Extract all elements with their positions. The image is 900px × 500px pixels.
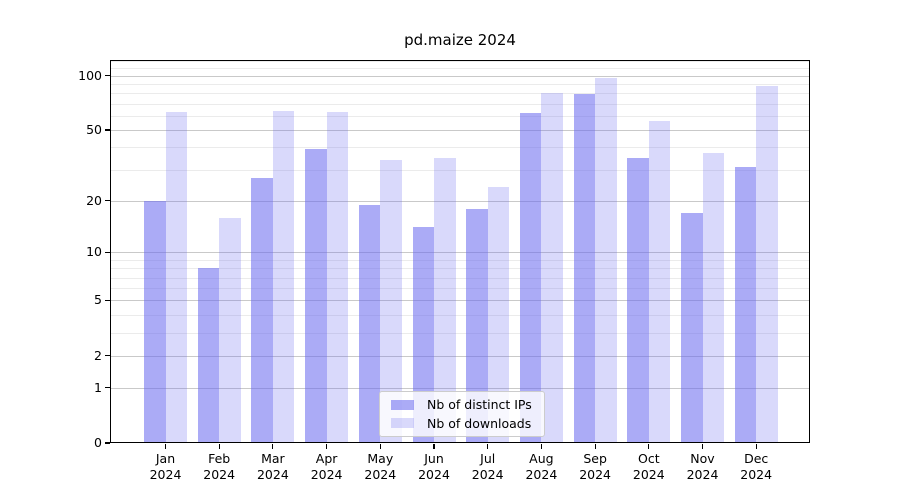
x-tick-label: Mar 2024 (256, 451, 289, 482)
legend-label: Nb of distinct IPs (427, 397, 532, 413)
y-tick-label: 0 (94, 435, 102, 450)
x-tick-mark (648, 444, 650, 449)
bar-ips-aug (519, 113, 542, 443)
gridline-minor (110, 61, 810, 63)
bar-ips-jun (412, 227, 434, 443)
bar-ips-feb (197, 268, 220, 443)
bar-downloads-mar (272, 110, 295, 443)
x-tick-label: Jul 2024 (471, 451, 504, 482)
x-tick-mark (433, 444, 435, 449)
gridline-minor (110, 147, 810, 149)
x-tick-mark (540, 444, 542, 449)
bar-downloads-jun (434, 157, 456, 443)
gridline-minor (110, 103, 810, 105)
bar-downloads-jul (487, 186, 510, 443)
gridline-major (110, 355, 810, 357)
bar-downloads-apr (326, 111, 349, 443)
bar-downloads-sep (595, 78, 617, 443)
y-tick-label: 1 (94, 379, 102, 395)
bar-downloads-nov (702, 153, 724, 443)
y-tick-mark (105, 354, 110, 357)
y-tick-mark (105, 129, 110, 131)
gridline-minor (110, 314, 810, 316)
x-tick-label: Jan 2024 (149, 451, 182, 482)
gridline-minor (110, 169, 810, 171)
gridline-major (110, 130, 810, 131)
x-tick-label: Jun 2024 (418, 451, 450, 482)
y-tick-mark (105, 387, 110, 389)
x-tick-mark (379, 444, 381, 449)
bar-ips-mar (251, 177, 273, 443)
gridline-major (110, 200, 810, 202)
bar-ips-nov (681, 212, 703, 443)
y-tick-label: 50 (86, 122, 102, 137)
x-tick-mark (164, 444, 167, 449)
gridline-major (110, 387, 810, 389)
y-tick-mark (105, 75, 110, 77)
y-tick-mark (105, 299, 110, 301)
gridline-minor (110, 93, 810, 95)
x-tick-mark (755, 444, 757, 449)
bar-ips-jul (466, 208, 488, 443)
y-tick-label: 20 (86, 192, 102, 208)
x-tick-label: Apr 2024 (310, 451, 343, 482)
bar-ips-may (358, 204, 381, 443)
x-tick-mark (218, 444, 220, 449)
y-tick-label: 10 (86, 244, 102, 260)
bar-downloads-jan (165, 111, 187, 443)
bar-downloads-aug (541, 93, 563, 443)
y-tick-label: 2 (94, 347, 102, 363)
gridline-minor (110, 259, 810, 261)
x-tick-label: Dec 2024 (740, 451, 773, 482)
x-tick-mark (701, 444, 704, 449)
bar-ips-dec (734, 167, 757, 443)
plot-area (110, 60, 810, 443)
y-tick-mark (105, 200, 110, 202)
x-tick-mark (272, 444, 274, 449)
y-tick-label: 5 (94, 292, 102, 308)
x-tick-mark (594, 444, 596, 449)
gridline-minor (110, 288, 810, 290)
bar-downloads-feb (219, 217, 241, 443)
y-tick-mark (105, 442, 110, 444)
bar-downloads-oct (648, 121, 671, 443)
gridline-major (110, 300, 810, 302)
legend-item-distinct-ips: Nb of distinct IPs (388, 397, 536, 412)
bar-ips-oct (627, 157, 649, 443)
gridline-minor (110, 268, 810, 270)
gridline-minor (110, 68, 810, 70)
x-tick-label: Nov 2024 (686, 451, 719, 482)
y-tick-label: 100 (78, 67, 102, 83)
x-tick-label: Sep 2024 (579, 451, 611, 482)
gridline-major (110, 252, 810, 254)
gridline-minor (110, 277, 810, 279)
bar-ips-sep (573, 94, 596, 443)
bar-ips-apr (305, 149, 327, 443)
x-tick-mark (326, 444, 328, 449)
chart-title: pd.maize 2024 (404, 31, 516, 49)
bar-ips-jan (144, 200, 166, 443)
gridline-minor (110, 83, 810, 85)
legend-label: Nb of downloads (427, 415, 532, 431)
bar-downloads-dec (756, 85, 778, 443)
x-tick-label: Feb 2024 (203, 451, 236, 482)
legend: Nb of distinct IPs Nb of downloads (379, 391, 545, 437)
legend-item-downloads: Nb of downloads (388, 416, 536, 431)
legend-swatch-icon (391, 399, 414, 410)
legend-swatch-icon (391, 418, 414, 429)
bar-downloads-may (380, 160, 402, 443)
gridline-minor (110, 115, 810, 117)
x-tick-label: May 2024 (364, 451, 397, 482)
x-tick-label: Aug 2024 (525, 451, 558, 482)
y-tick-mark (105, 251, 110, 253)
gridline-minor (110, 332, 810, 334)
x-tick-label: Oct 2024 (632, 451, 665, 482)
gridline-major (110, 75, 810, 77)
x-tick-mark (487, 444, 489, 449)
